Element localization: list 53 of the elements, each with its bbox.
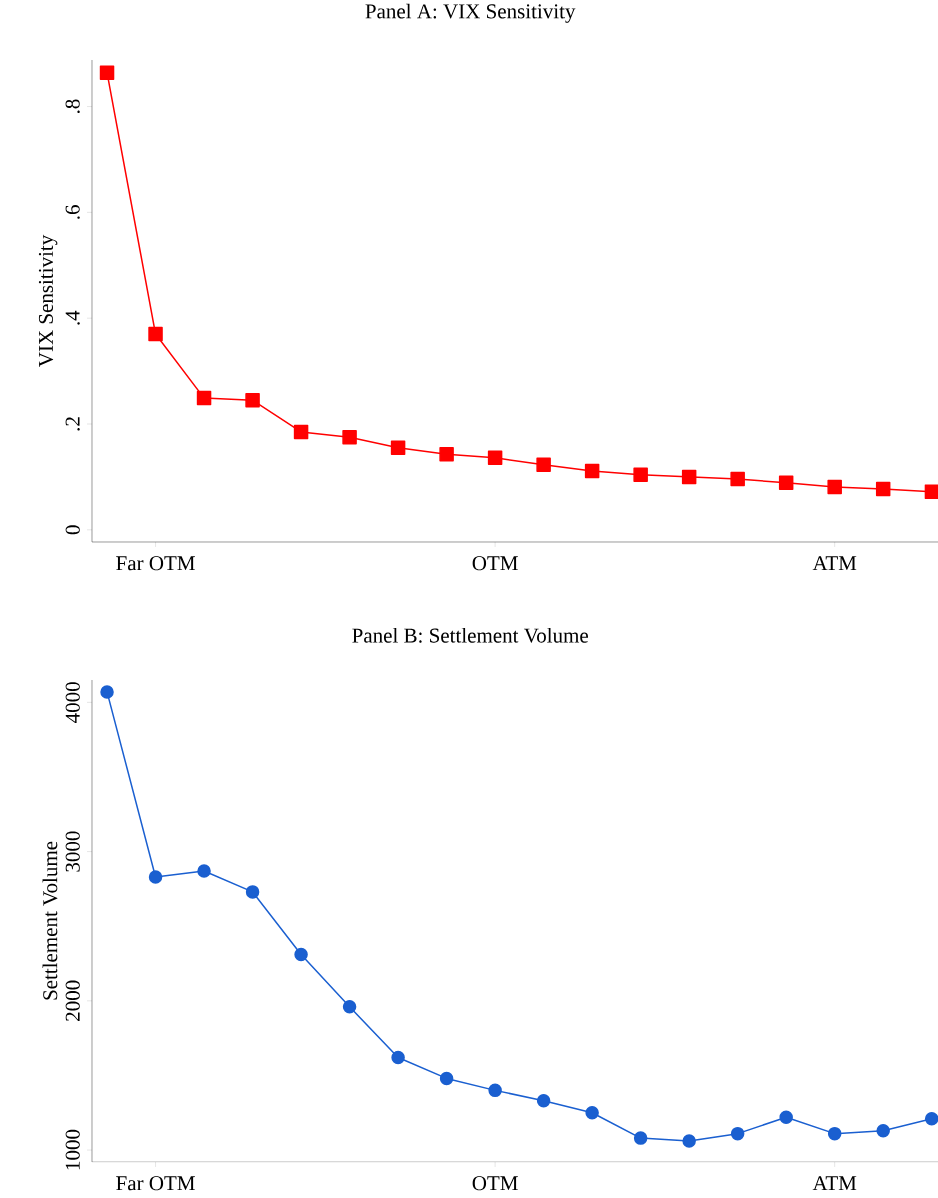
point <box>827 479 842 495</box>
point <box>196 390 212 406</box>
point <box>633 1131 648 1145</box>
point <box>681 469 697 485</box>
point <box>342 429 357 445</box>
y-tick-label: 4000 <box>65 682 80 723</box>
point <box>536 457 551 472</box>
point <box>439 446 454 462</box>
point <box>875 481 891 497</box>
y-tick-label: 1000 <box>65 1129 80 1170</box>
y-tick-label: .2 <box>65 417 80 431</box>
point <box>585 1106 599 1120</box>
point <box>391 1050 405 1065</box>
y-tick-label: 0 <box>65 525 80 535</box>
chart-title: Panel B: Settlement Volume <box>352 627 588 643</box>
point <box>876 1123 890 1138</box>
point <box>730 471 745 487</box>
point <box>390 440 406 456</box>
point <box>342 1000 357 1014</box>
point <box>148 870 163 884</box>
point <box>245 392 260 408</box>
point <box>584 463 600 479</box>
point <box>488 1083 502 1098</box>
point <box>778 475 794 490</box>
y-tick-label: .8 <box>65 99 80 114</box>
point <box>633 467 648 483</box>
point <box>100 685 114 699</box>
chart-title: Panel A: VIX Sensitivity <box>365 3 576 23</box>
point <box>148 326 163 342</box>
point <box>197 864 211 878</box>
x-tick-label: ATM <box>812 556 857 571</box>
x-tick-label: Far OTM <box>116 556 195 571</box>
x-tick-label: Far OTM <box>116 1176 195 1191</box>
point <box>245 885 260 899</box>
y-tick-label: 2000 <box>65 980 80 1021</box>
y-axis-title: VIX Sensitivity <box>38 234 58 367</box>
point <box>536 1094 551 1108</box>
y-tick-label: .4 <box>65 310 80 325</box>
point <box>487 450 503 466</box>
point <box>99 65 115 80</box>
point <box>730 1126 745 1141</box>
point <box>779 1110 793 1124</box>
point <box>294 947 308 962</box>
x-tick-label: ATM <box>812 1176 857 1191</box>
x-tick-label: OTM <box>472 556 518 571</box>
point <box>293 424 309 440</box>
y-tick-label: .6 <box>65 205 80 219</box>
y-tick-label: 3000 <box>65 831 80 872</box>
point <box>827 1126 842 1141</box>
y-axis-title: Settlement Volume <box>42 841 58 1000</box>
point <box>439 1071 454 1086</box>
x-tick-label: OTM <box>472 1176 518 1191</box>
point <box>682 1134 696 1148</box>
